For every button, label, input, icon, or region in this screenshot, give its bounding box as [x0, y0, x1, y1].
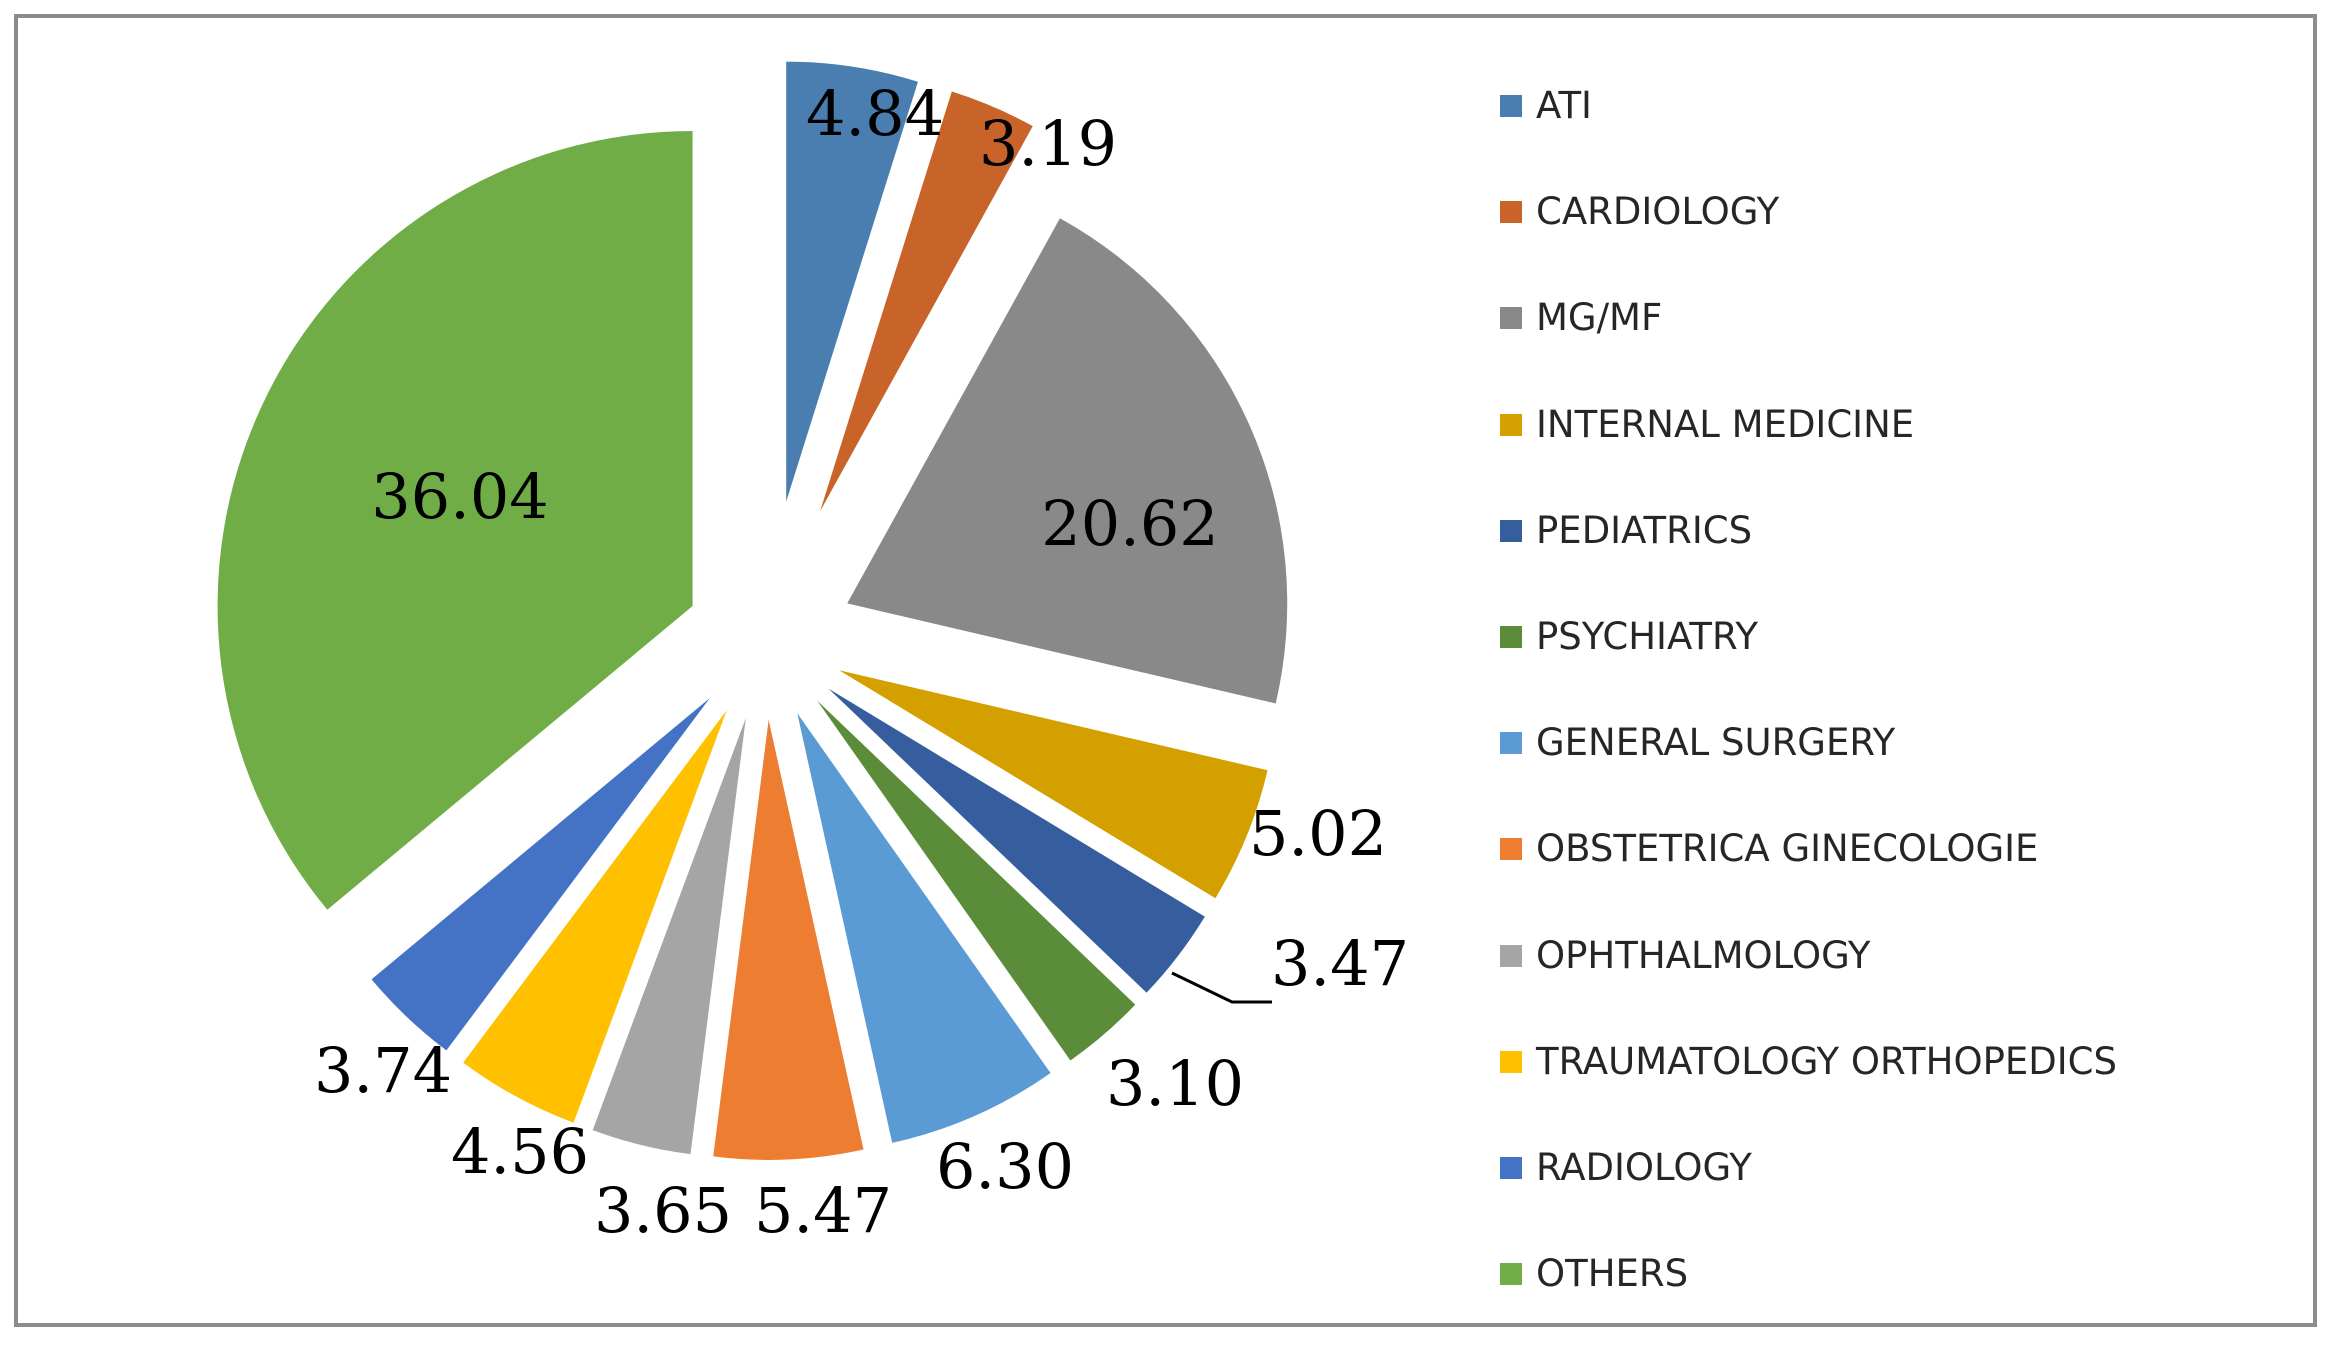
legend-item-pediatrics: PEDIATRICS	[1500, 503, 2320, 609]
legend-swatch	[1500, 413, 1522, 436]
legend-swatch	[1500, 944, 1522, 967]
legend-item-cardiology: CARDIOLOGY	[1500, 184, 2320, 290]
legend-item-ati: ATI	[1500, 78, 2320, 184]
legend-label: GENERAL SURGERY	[1536, 721, 1896, 765]
data-label-traumatology-orthopedics: 4.56	[451, 1115, 589, 1188]
data-label-obstetrica-ginecologie: 5.47	[754, 1174, 892, 1247]
pie-slice-others	[217, 131, 693, 910]
pie-slice-ati	[786, 61, 918, 502]
legend-label: RADIOLOGY	[1536, 1145, 1752, 1189]
legend-label: INTERNAL MEDICINE	[1536, 402, 1915, 446]
legend-swatch	[1500, 201, 1522, 224]
legend-swatch	[1500, 95, 1522, 117]
legend-label: PSYCHIATRY	[1536, 614, 1758, 658]
legend-label: TRAUMATOLOGY ORTHOPEDICS	[1536, 1039, 2117, 1083]
legend: ATI CARDIOLOGY MG/MF INTERNAL MEDICINE PEDIA…	[1500, 78, 2320, 1352]
legend-item-others: OTHERS	[1500, 1246, 2320, 1352]
legend-item-psychiatry: PSYCHIATRY	[1500, 609, 2320, 715]
data-label-radiology: 3.74	[314, 1034, 452, 1107]
pie-slice-traumatology-orthopedics	[463, 710, 727, 1123]
legend-item-traumatology-orthopedics: TRAUMATOLOGY ORTHOPEDICS	[1500, 1034, 2320, 1140]
legend-label: OPHTHALMOLOGY	[1536, 933, 1871, 977]
leader-line-pediatrics	[1171, 971, 1272, 1004]
legend-item-radiology: RADIOLOGY	[1500, 1140, 2320, 1246]
data-label-cardiology: 3.19	[979, 107, 1117, 180]
legend-label: MG/MF	[1536, 296, 1663, 340]
data-label-ophthalmology: 3.65	[594, 1174, 732, 1247]
legend-label: PEDIATRICS	[1536, 508, 1753, 552]
pie-slice-ophthalmology	[592, 717, 746, 1155]
legend-label: CARDIOLOGY	[1536, 190, 1780, 234]
data-label-general-surgery: 6.30	[936, 1130, 1074, 1203]
legend-item-mg-mf: MG/MF	[1500, 290, 2320, 396]
pie-slice-pediatrics	[828, 688, 1205, 993]
legend-item-ophthalmology: OPHTHALMOLOGY	[1500, 928, 2320, 1034]
data-label-others: 36.04	[371, 460, 549, 533]
legend-item-general-surgery: GENERAL SURGERY	[1500, 715, 2320, 821]
legend-swatch	[1500, 519, 1522, 542]
pie-slice-cardiology	[820, 91, 1033, 512]
legend-label: ATI	[1536, 84, 1592, 127]
pie-slice-radiology	[371, 698, 710, 1051]
pie-slice-obstetrica-ginecologie	[713, 719, 864, 1160]
data-label-mg-mf: 20.62	[1041, 487, 1219, 560]
legend-swatch	[1500, 1263, 1522, 1286]
legend-swatch	[1500, 307, 1522, 330]
pie-slice-general-surgery	[797, 713, 1051, 1143]
legend-label: OBSTETRICA GINECOLOGIE	[1536, 827, 2039, 871]
legend-item-internal-medicine: INTERNAL MEDICINE	[1500, 397, 2320, 503]
data-label-internal-medicine: 5.02	[1249, 797, 1387, 870]
legend-swatch	[1500, 1156, 1522, 1179]
pie-slice-mg-mf	[847, 218, 1288, 704]
legend-swatch	[1500, 625, 1522, 648]
pie-slice-internal-medicine	[839, 670, 1268, 899]
legend-swatch	[1500, 838, 1522, 861]
data-label-psychiatry: 3.10	[1106, 1047, 1244, 1120]
data-label-pediatrics: 3.47	[1271, 927, 1409, 1000]
legend-item-obstetrica-ginecologie: OBSTETRICA GINECOLOGIE	[1500, 821, 2320, 927]
legend-swatch	[1500, 1050, 1522, 1073]
legend-label: OTHERS	[1536, 1252, 1689, 1296]
legend-swatch	[1500, 732, 1522, 755]
data-label-ati: 4.84	[806, 77, 944, 150]
pie-slice-psychiatry	[817, 700, 1136, 1061]
